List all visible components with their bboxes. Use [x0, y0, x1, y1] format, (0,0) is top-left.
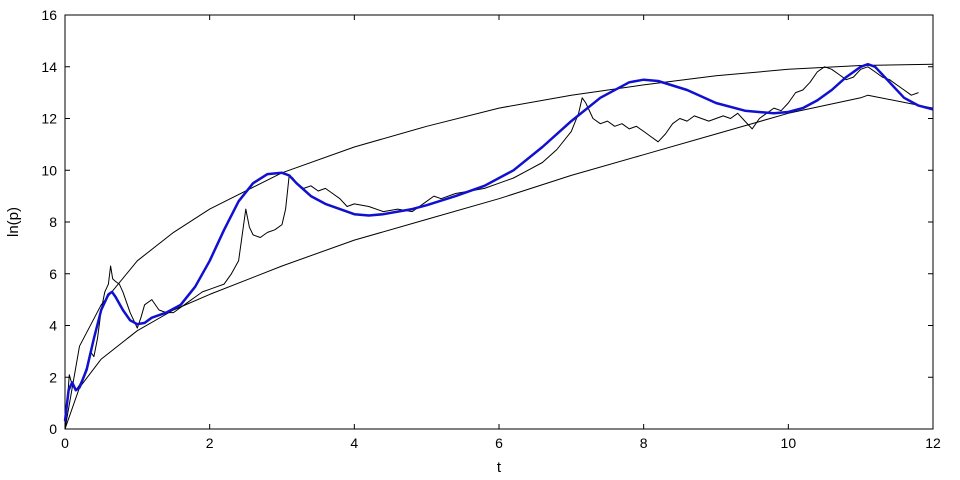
x-tick-label: 12 [925, 435, 941, 451]
series-layer [63, 62, 934, 430]
y-tick-label: 2 [49, 369, 57, 385]
lower-bound-line [64, 94, 934, 430]
x-tick-label: 8 [640, 435, 648, 451]
x-axis-label: t [497, 459, 502, 476]
y-tick-label: 16 [41, 7, 57, 23]
price-series-line [64, 66, 919, 430]
x-tick-label: 4 [350, 435, 358, 451]
y-tick-label: 6 [49, 266, 57, 282]
x-tick-label: 6 [495, 435, 503, 451]
y-axis-label: ln(p) [5, 207, 22, 237]
y-tick-label: 14 [41, 59, 57, 75]
y-tick-label: 12 [41, 111, 57, 127]
plot-area [64, 14, 934, 430]
y-tick-label: 10 [41, 162, 57, 178]
y-tick-label: 8 [49, 214, 57, 230]
model-curve-line [63, 62, 934, 422]
y-tick-label: 0 [49, 421, 57, 437]
x-tick-label: 10 [781, 435, 797, 451]
upper-bound-line [64, 63, 934, 430]
y-tick-label: 4 [49, 318, 57, 334]
x-tick-label: 0 [61, 435, 69, 451]
x-tick-label: 2 [206, 435, 214, 451]
ticks-layer: 0 2 4 6 8 10 12 0 2 4 6 8 10 12 14 16 [41, 7, 941, 451]
